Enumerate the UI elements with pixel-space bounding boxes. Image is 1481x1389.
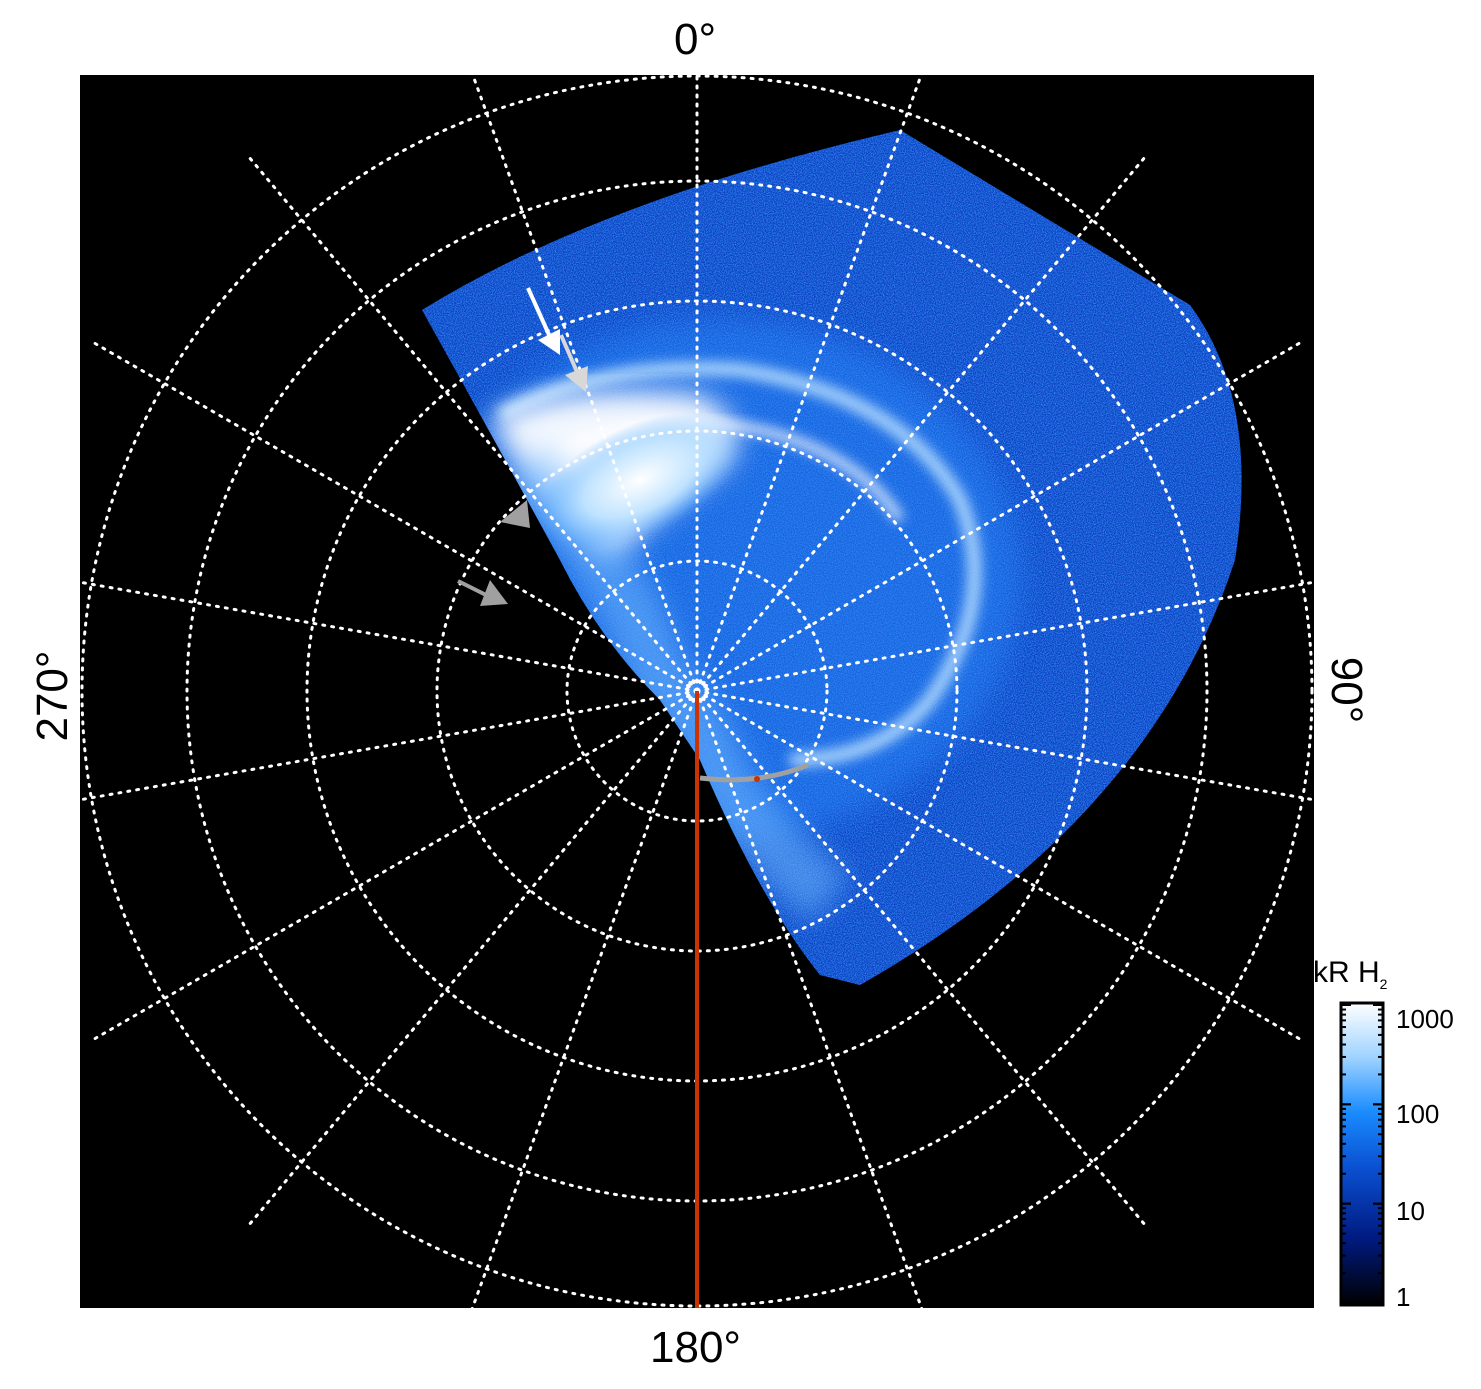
colorbar-tick-100: 100 — [1396, 1099, 1440, 1129]
light-gray-arrow — [559, 334, 588, 392]
gray-arrow-upper — [500, 500, 530, 528]
meridian-320 — [245, 153, 699, 693]
azimuth-label-right: 90° — [1322, 656, 1371, 724]
meridian-140 — [695, 689, 1149, 1229]
meridian-200 — [470, 689, 699, 1308]
meridian-40 — [695, 153, 1149, 693]
meridian-100 — [695, 689, 1314, 802]
meridian-300 — [89, 339, 699, 693]
meridian-grid — [80, 75, 1314, 1308]
colorbar-tick-1000: 1000 — [1396, 1004, 1454, 1034]
meridian-220 — [245, 689, 699, 1229]
colorbar-tick-10: 10 — [1396, 1196, 1425, 1226]
azimuth-label-left: 270° — [28, 650, 77, 742]
white-arrow — [526, 287, 560, 355]
colorbar-tick-1: 1 — [1396, 1282, 1411, 1312]
colorbar-title: kR H2 — [1313, 956, 1388, 992]
meridian-280 — [80, 580, 699, 693]
colorbar — [1339, 1001, 1385, 1307]
colorbar-minor-ticks — [1341, 1004, 1383, 1304]
arc-red-mark — [754, 776, 760, 782]
meridian-160 — [695, 689, 924, 1308]
aurora-data-swath — [422, 130, 1242, 985]
meridian-240 — [89, 689, 699, 1043]
meridian-60 — [695, 339, 1305, 693]
meridian-120 — [695, 689, 1305, 1043]
meridian-80 — [695, 580, 1314, 693]
colorbar-title-main: kR H — [1313, 956, 1380, 989]
meridian-20 — [695, 75, 923, 693]
colorbar-title-subscript: 2 — [1379, 976, 1388, 992]
gray-arrow-lower — [457, 579, 508, 606]
meridian-340 — [471, 75, 699, 693]
azimuth-label-bottom: 180° — [650, 1323, 742, 1372]
meridian-260 — [80, 689, 699, 802]
azimuth-label-top: 0° — [674, 15, 717, 64]
